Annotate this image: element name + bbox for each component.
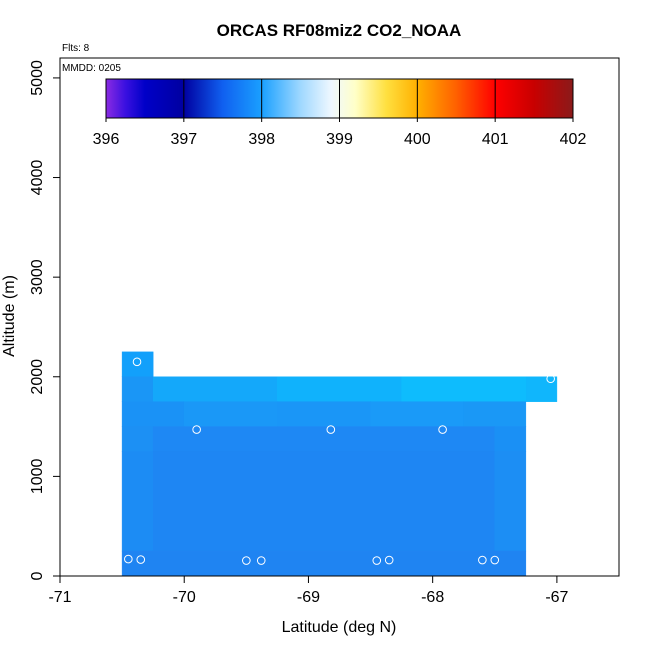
y-axis: 0 1000 2000 3000 4000 5000 — [29, 60, 60, 580]
heatmap-cell — [121, 550, 527, 577]
heatmap-cell — [277, 401, 371, 427]
heatmap-cell — [370, 401, 464, 427]
colorbar-tick-label: 402 — [560, 131, 587, 148]
heatmap-cell — [121, 376, 154, 402]
data-point — [490, 555, 500, 565]
heatmap-cell — [494, 451, 527, 552]
heatmap-cell — [463, 401, 527, 427]
heatmap-cell — [121, 426, 154, 452]
x-axis: -71 -70 -69 -68 -67 — [48, 576, 569, 606]
heatmap-cell — [152, 376, 278, 402]
x-axis-title: Latitude (deg N) — [282, 619, 397, 636]
x-tick-label: -71 — [48, 589, 71, 606]
data-point — [478, 555, 487, 565]
plot-frame — [59, 57, 620, 577]
x-tick-label: -67 — [545, 589, 568, 606]
heatmap-cell — [494, 426, 527, 452]
date-annotation: MMDD: 0205 — [62, 63, 121, 74]
y-tick-label: 2000 — [29, 359, 46, 395]
data-point — [438, 425, 447, 434]
colorbar-tick-label: 397 — [170, 131, 197, 148]
heatmap-cell — [525, 376, 558, 402]
x-tick-label: -68 — [421, 589, 444, 606]
y-tick-label: 5000 — [29, 60, 46, 96]
colorbar-tick-label: 396 — [93, 131, 120, 148]
data-point — [256, 556, 266, 565]
colorbar-tick-label: 399 — [326, 131, 353, 148]
data-point — [132, 357, 142, 367]
colorbar-tick-label: 398 — [248, 131, 275, 148]
data-point — [384, 555, 394, 565]
data-point — [124, 554, 133, 564]
colorbar: 396 397 398 399 400 401 402 — [93, 78, 587, 148]
y-tick-label: 1000 — [29, 458, 46, 494]
y-tick-label: 4000 — [29, 160, 46, 196]
data-point — [192, 425, 201, 434]
heatmap-cells — [121, 351, 558, 577]
x-tick-label: -70 — [173, 589, 196, 606]
data-point — [136, 555, 146, 564]
heatmap-cell — [121, 401, 185, 427]
heatmap-cell — [121, 451, 154, 552]
heatmap-cell — [401, 376, 527, 402]
y-tick-label: 0 — [29, 571, 46, 580]
y-axis-title: Altitude (m) — [1, 275, 18, 357]
heatmap-cell — [121, 351, 154, 378]
y-tick-label: 3000 — [29, 259, 46, 295]
heatmap-cell — [183, 401, 278, 427]
flights-annotation: Flts: 8 — [62, 43, 90, 54]
heatmap-cell — [152, 451, 496, 552]
data-point — [546, 374, 555, 384]
colorbar-tick-label: 401 — [482, 131, 509, 148]
colorbar-tick-label: 400 — [404, 131, 431, 148]
heatmap-cell — [277, 376, 402, 402]
x-tick-label: -69 — [297, 589, 320, 606]
sample-points — [124, 357, 555, 565]
heatmap-cell — [152, 426, 496, 452]
data-point — [242, 556, 251, 565]
data-point — [326, 425, 336, 434]
data-point — [372, 556, 382, 565]
chart-title: ORCAS RF08miz2 CO2_NOAA — [217, 21, 462, 40]
